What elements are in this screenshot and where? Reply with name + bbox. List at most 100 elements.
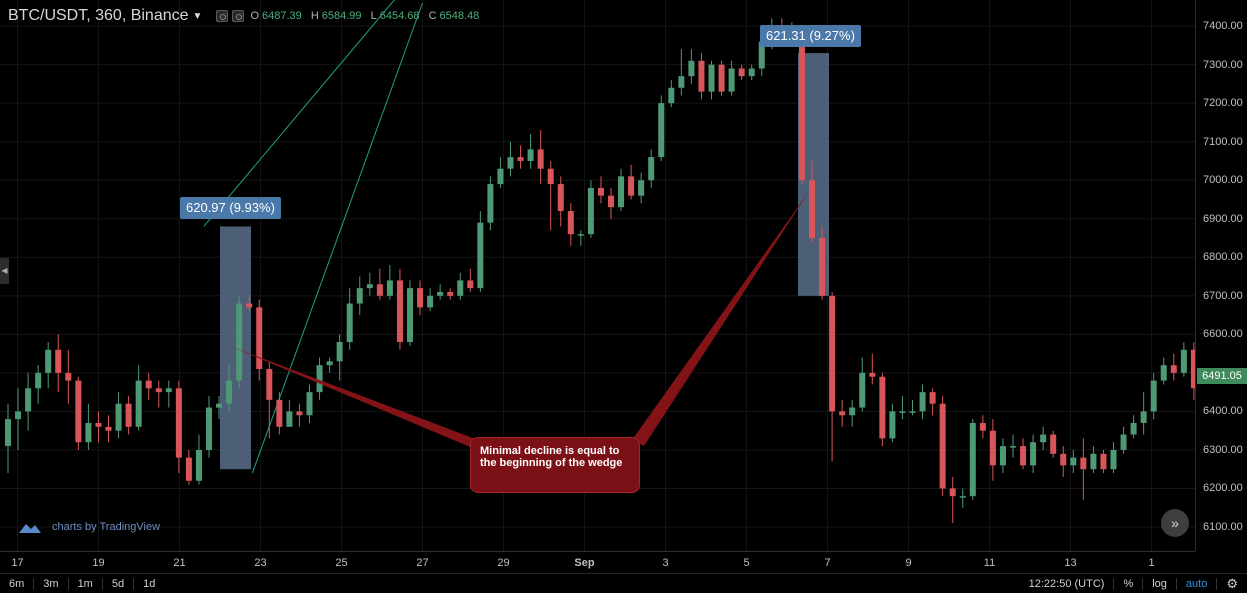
y-tick-label: 7100.00: [1203, 135, 1243, 148]
candle-body: [216, 403, 223, 408]
candle-body: [326, 361, 333, 366]
candle: [25, 372, 32, 431]
ohlc-high-value: 6584.99: [321, 10, 362, 22]
candle: [135, 365, 142, 431]
candle: [1120, 426, 1127, 454]
ohlc-high-label: H: [310, 10, 319, 22]
x-tick-label: 27: [416, 557, 429, 569]
candle: [185, 449, 192, 485]
candle: [829, 291, 836, 462]
price-axis[interactable]: 6100.006200.006300.006400.006500.006600.…: [1195, 0, 1247, 551]
candle: [608, 187, 614, 219]
candle: [949, 476, 956, 524]
candle: [376, 268, 383, 300]
y-tick-label: 6400.00: [1203, 405, 1243, 418]
candle: [658, 95, 665, 161]
candle: [999, 438, 1006, 474]
chevron-down-icon[interactable]: ▼: [192, 10, 203, 22]
candle-body: [517, 157, 524, 161]
candle-body: [708, 64, 715, 92]
candle-body: [507, 157, 514, 169]
candle-body: [407, 288, 413, 343]
utc-clock[interactable]: 12:22:50 (UTC): [1028, 578, 1105, 590]
y-tick-label: 7200.00: [1203, 97, 1243, 110]
candle: [276, 392, 283, 435]
auto-scale-toggle[interactable]: auto: [1175, 578, 1216, 590]
candle: [547, 160, 554, 231]
time-axis[interactable]: 17 19 21 23 25 27 29 Sep 3 5 7 9 11 13 1: [0, 551, 1195, 573]
candle-body: [1030, 442, 1037, 466]
candle-body: [85, 422, 92, 443]
candle: [708, 60, 715, 100]
candle: [577, 230, 584, 246]
timeframe-6m-button[interactable]: 6m: [0, 577, 35, 590]
percent-scale-toggle[interactable]: %: [1113, 578, 1142, 590]
candle: [1190, 342, 1195, 400]
measure-range-box: [220, 226, 251, 470]
candle-body: [829, 295, 836, 412]
candle-body: [869, 372, 876, 377]
x-tick-label: 17: [11, 557, 24, 569]
candle-body: [859, 372, 866, 408]
candle: [477, 211, 484, 292]
candle-body: [1140, 411, 1147, 423]
candle-body: [396, 280, 403, 343]
log-scale-toggle[interactable]: log: [1142, 578, 1176, 590]
candle-body: [547, 168, 554, 185]
x-tick-label: 1: [1148, 557, 1155, 569]
candle: [386, 264, 393, 300]
candle-body: [1180, 349, 1187, 373]
x-tick-label: 23: [254, 557, 267, 569]
candle: [618, 168, 625, 212]
candle: [537, 130, 544, 185]
last-price-tag[interactable]: 6491.05: [1197, 368, 1247, 385]
candle: [236, 295, 243, 389]
candle-body: [1150, 380, 1157, 412]
candle: [95, 411, 102, 443]
candle: [989, 419, 996, 481]
candle-body: [969, 422, 976, 497]
candle-body: [728, 68, 735, 92]
candle-body: [527, 149, 534, 161]
candle-body: [648, 157, 655, 181]
candle: [939, 395, 946, 497]
candlestick-chart[interactable]: [0, 0, 1195, 551]
candle: [1180, 342, 1187, 377]
sidebar-toggle-handle[interactable]: ◀: [0, 258, 9, 284]
candle: [839, 399, 846, 427]
candle-body: [798, 29, 805, 181]
candle: [587, 180, 594, 239]
candle: [125, 395, 132, 435]
timeframe-1m-button[interactable]: 1m: [69, 577, 103, 590]
candle-body: [477, 222, 484, 289]
candle-body: [1080, 457, 1087, 470]
chart-plot-area[interactable]: BTC/USDT, 360, Binance ▼ O 6487.39 H 6584.…: [0, 0, 1195, 551]
timeframe-5d-button[interactable]: 5d: [103, 577, 135, 590]
annotation-callout[interactable]: Minimal decline is equal to the beginnin…: [470, 437, 640, 493]
measure-label-right[interactable]: 621.31 (9.27%): [760, 25, 861, 48]
candle: [1020, 438, 1027, 470]
y-tick-label: 6700.00: [1203, 289, 1243, 302]
y-tick-label: 7400.00: [1203, 20, 1243, 33]
eye-icon[interactable]: [216, 10, 229, 22]
settings-icon[interactable]: [232, 10, 245, 22]
candle-body: [638, 180, 645, 196]
candle: [336, 334, 343, 381]
tradingview-branding[interactable]: charts by TradingView: [18, 520, 160, 534]
measure-label-left[interactable]: 620.97 (9.93%): [180, 197, 281, 220]
candle: [85, 403, 92, 450]
candle: [165, 380, 172, 408]
candle: [678, 49, 685, 96]
candle: [457, 272, 464, 300]
timeframe-1d-button[interactable]: 1d: [143, 577, 156, 590]
candle-body: [1100, 453, 1107, 470]
candle-body: [75, 380, 82, 443]
candle-body: [849, 407, 856, 416]
scroll-to-realtime-button[interactable]: »: [1161, 509, 1189, 537]
ohlc-open-label: O: [250, 10, 259, 22]
timeframe-3m-button[interactable]: 3m: [34, 577, 69, 590]
symbol-title[interactable]: BTC/USDT, 360, Binance: [8, 7, 189, 24]
candle-body: [467, 280, 474, 289]
candle-body: [1190, 349, 1195, 389]
gear-icon[interactable]: ⚙: [1216, 577, 1247, 590]
